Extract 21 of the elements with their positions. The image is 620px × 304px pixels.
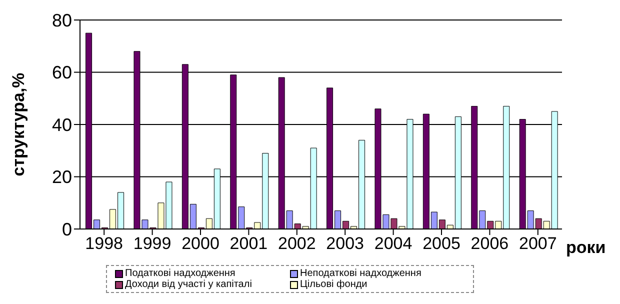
- y-tick-label: 60: [52, 62, 72, 83]
- x-tick-label: 2001: [230, 234, 268, 254]
- legend-label: Доходи від участі у капіталі: [125, 279, 252, 290]
- y-axis-title: структура,%: [9, 72, 28, 176]
- x-tick-label: 1998: [85, 234, 124, 254]
- legend-label: Податкові надходження: [125, 268, 236, 279]
- y-tick-label: 0: [62, 219, 72, 240]
- x-tick-label: 2006: [470, 234, 509, 254]
- x-axis-title: роки: [566, 238, 606, 258]
- x-tick-label: 2005: [422, 234, 460, 254]
- legend-label: Неподаткові надходження: [300, 268, 422, 279]
- x-tick-label: 2002: [278, 234, 316, 254]
- y-tick-label: 20: [52, 167, 72, 188]
- x-tick-label: 1999: [133, 234, 172, 254]
- legend-label: Цільові фонди: [300, 279, 368, 290]
- x-tick-label: 2007: [518, 234, 557, 254]
- x-tick-label: 2000: [182, 234, 220, 254]
- x-tick-label: 2004: [374, 234, 412, 254]
- x-tick-label: 2003: [326, 234, 364, 254]
- y-tick-label: 40: [52, 114, 72, 135]
- y-tick-label: 80: [52, 10, 72, 30]
